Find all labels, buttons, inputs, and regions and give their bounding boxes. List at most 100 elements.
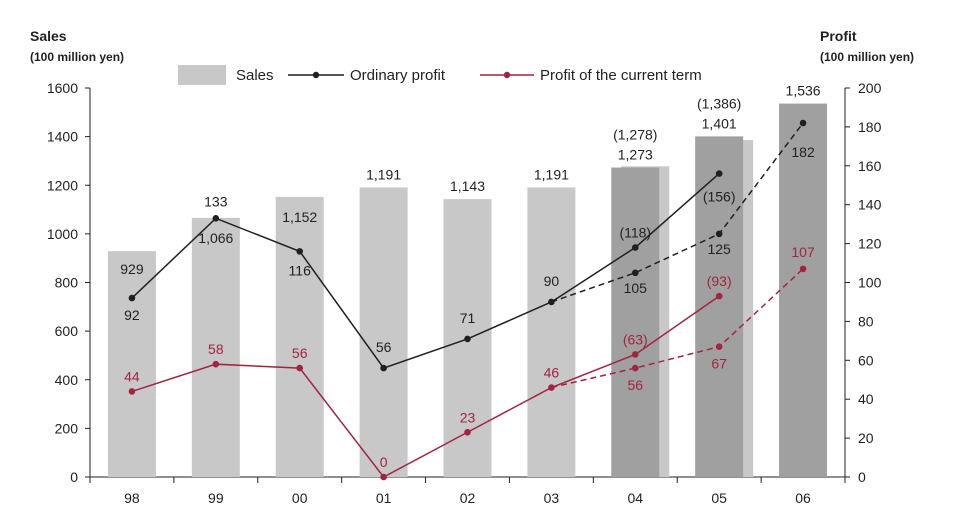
sales-plan-label: (1,278) [613,127,657,143]
current-profit-label: 107 [791,244,815,260]
x-tick-label: 05 [711,490,727,506]
ordinary-profit-label: 92 [124,307,140,323]
left-tick-label: 400 [55,372,79,388]
right-tick-label: 80 [858,313,874,329]
x-tick-label: 01 [376,490,392,506]
x-tick-label: 06 [795,490,811,506]
current-profit-point [464,428,471,436]
sales-value-label: 929 [120,261,144,277]
ordinary-profit-point [380,364,387,372]
sales-bar [275,196,324,478]
right-tick-label: 20 [858,430,874,446]
left-tick-label: 200 [55,420,79,436]
current-profit-point [380,473,387,481]
plot-area: 0200400600800100012001400160002040608010… [47,80,882,506]
ordinary-profit-label: 125 [707,241,731,257]
current-profit-plan-label: (63) [623,331,648,347]
ordinary-profit-point [548,298,555,306]
left-tick-label: 1000 [47,226,78,242]
right-tick-label: 200 [858,80,882,96]
left-tick-label: 800 [55,275,79,291]
x-tick-label: 04 [627,490,643,506]
left-tick-label: 1400 [47,129,78,145]
right-axis-title: Profit [820,28,857,44]
ordinary-profit-label: 105 [624,280,648,296]
sales-bar [359,187,408,478]
ordinary-profit-label: 116 [289,262,312,278]
sales-value-label: 1,273 [618,147,653,163]
ordinary-profit-label: 90 [544,273,560,289]
x-tick-label: 99 [208,490,224,506]
current-profit-point [212,360,220,368]
x-tick-label: 02 [460,490,476,506]
ordinary-profit-point [128,294,136,302]
legend-current-marker [503,71,511,79]
ordinary-profit-point [715,230,723,238]
sales-value-label: 1,066 [198,230,233,246]
current-profit-label: 23 [460,409,476,425]
x-tick-label: 98 [124,490,140,506]
sales-bar [191,217,240,478]
current-profit-plan-point [715,292,723,300]
current-profit-label: 0 [380,454,388,470]
current-profit-label: 58 [208,341,224,357]
left-axis-unit: (100 million yen) [30,50,125,64]
legend-sales-swatch [178,65,226,85]
current-profit-point [296,364,304,372]
left-tick-label: 1200 [47,177,78,193]
legend-ordinary-marker [312,71,320,79]
current-profit-plan-label: (93) [707,273,732,289]
ordinary-profit-point [799,119,807,127]
sales-value-label: 1,191 [366,166,401,182]
x-tick-label: 03 [544,490,560,506]
sales-value-label: 1,152 [282,209,317,225]
right-tick-label: 40 [858,391,874,407]
current-profit-point [128,388,136,395]
current-profit-label: 46 [544,365,560,381]
right-tick-label: 0 [858,469,866,485]
sales-value-label: 1,536 [786,83,821,99]
left-axis-title: Sales [30,28,67,44]
ordinary-profit-label: 182 [791,144,815,160]
ordinary-profit-point [296,248,304,255]
right-tick-label: 180 [858,119,882,135]
sales-bar [527,187,576,478]
ordinary-profit-plan-label: (156) [703,189,736,205]
left-tick-label: 1600 [47,80,78,96]
ordinary-profit-label: 56 [376,339,392,355]
sales-value-label: 1,143 [450,178,485,194]
ordinary-profit-plan-point [715,170,723,177]
legend-current-label: Profit of the current term [540,67,702,84]
current-profit-point [631,364,639,372]
ordinary-profit-dashed-line [551,122,804,303]
ordinary-profit-point [631,269,639,277]
left-tick-label: 600 [55,323,79,339]
current-profit-label: 44 [124,368,140,384]
chart-legend: Sales Ordinary profit Profit of the curr… [178,65,702,85]
sales-value-label: 1,401 [702,115,737,131]
right-axis-unit: (100 million yen) [820,50,915,64]
current-profit-label: 56 [627,377,643,393]
ordinary-profit-plan-label: (118) [619,224,651,240]
left-tick-label: 0 [70,469,78,485]
current-profit-point [799,265,807,273]
current-profit-point [548,384,555,391]
right-tick-label: 160 [858,158,882,174]
x-tick-label: 00 [292,490,308,506]
sales-bar [107,251,156,477]
ordinary-profit-point [212,215,220,222]
right-tick-label: 60 [858,352,874,368]
sales-bar [611,167,660,477]
right-tick-label: 120 [858,236,882,252]
current-profit-plan-point [631,351,639,358]
legend-sales-label: Sales [236,67,274,84]
current-profit-label: 56 [292,345,308,361]
ordinary-profit-plan-point [631,244,639,251]
right-tick-label: 100 [858,275,882,291]
current-profit-point [715,343,723,350]
current-profit-dashed-line [551,268,804,389]
sales-value-label: 1,191 [534,166,569,182]
sales-plan-label: (1,386) [697,95,741,111]
sales-bar [779,103,828,477]
